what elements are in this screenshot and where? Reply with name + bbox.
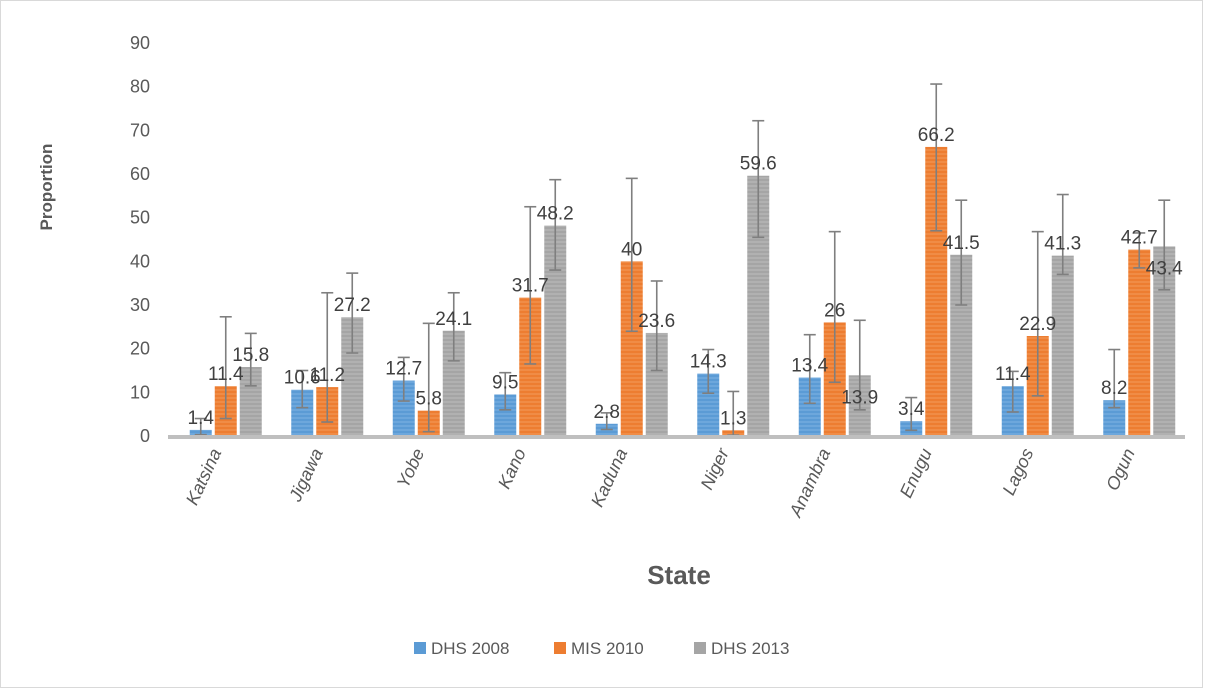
y-axis-ticks: 0 10 20 30 40 50 60 70 80 90 bbox=[130, 33, 150, 446]
x-tick-label: Anambra bbox=[785, 445, 834, 521]
bar-dhs-2013 bbox=[950, 254, 973, 436]
bar-dhs-2008 bbox=[494, 394, 517, 436]
data-label: 15.8 bbox=[232, 345, 269, 366]
bar-dhs-2008 bbox=[697, 373, 720, 436]
x-axis-ticks: Katsina Jigawa Yobe Kano Kaduna Niger Anambra E… bbox=[182, 444, 1139, 520]
data-label: 48.2 bbox=[537, 204, 574, 225]
data-label: 13.9 bbox=[841, 387, 878, 408]
y-tick-label: 30 bbox=[130, 295, 150, 315]
x-tick-label: Yobe bbox=[393, 445, 428, 491]
bar-dhs-2008 bbox=[392, 380, 415, 436]
y-axis-title: Proportion bbox=[37, 144, 56, 231]
y-tick-label: 10 bbox=[130, 382, 150, 402]
x-tick-label: Enugu bbox=[896, 445, 936, 501]
data-label: 11.4 bbox=[995, 364, 1031, 385]
bar-dhs-2008 bbox=[291, 389, 314, 436]
x-tick-label: Ogun bbox=[1102, 445, 1139, 493]
legend-swatch bbox=[554, 642, 566, 654]
bar-dhs-2013 bbox=[341, 317, 364, 436]
data-label: 22.9 bbox=[1019, 314, 1056, 335]
legend-swatch bbox=[694, 642, 706, 654]
data-label: 14.3 bbox=[690, 352, 727, 373]
data-label: 42.7 bbox=[1121, 228, 1158, 249]
data-label: 9.5 bbox=[492, 373, 518, 394]
y-tick-label: 80 bbox=[130, 77, 150, 97]
legend: DHS 2008 MIS 2010 DHS 2013 bbox=[414, 639, 789, 658]
x-tick-label: Jigawa bbox=[285, 445, 327, 505]
bars-layer bbox=[189, 146, 1176, 436]
data-label: 5.8 bbox=[416, 389, 442, 410]
data-label: 8.2 bbox=[1101, 378, 1127, 399]
bar-dhs-2013 bbox=[239, 367, 262, 436]
bar-dhs-2013 bbox=[747, 175, 770, 436]
x-axis-title: State bbox=[647, 560, 711, 590]
data-label: 40 bbox=[621, 239, 642, 260]
legend-label: DHS 2013 bbox=[711, 639, 789, 658]
y-tick-label: 50 bbox=[130, 208, 150, 228]
bar-dhs-2013 bbox=[1051, 255, 1074, 436]
y-tick-label: 0 bbox=[140, 426, 150, 446]
y-tick-label: 40 bbox=[130, 251, 150, 271]
bar-dhs-2008 bbox=[798, 377, 821, 436]
data-label: 59.6 bbox=[740, 154, 777, 175]
data-label: 3.4 bbox=[898, 399, 925, 420]
data-label: 41.3 bbox=[1044, 234, 1081, 255]
bar-mis-2010 bbox=[1128, 249, 1151, 436]
data-label: 43.4 bbox=[1146, 258, 1183, 279]
data-label: 23.6 bbox=[638, 311, 675, 332]
legend-swatch bbox=[414, 642, 426, 654]
legend-label: DHS 2008 bbox=[431, 639, 509, 658]
y-tick-label: 20 bbox=[130, 339, 150, 359]
bar-dhs-2013 bbox=[544, 225, 567, 436]
x-tick-label: Kano bbox=[494, 445, 530, 492]
data-label: 41.5 bbox=[943, 233, 980, 254]
y-tick-label: 90 bbox=[130, 33, 150, 53]
data-label: 27.2 bbox=[334, 295, 371, 316]
legend-label: MIS 2010 bbox=[571, 639, 644, 658]
data-label: 66.2 bbox=[918, 125, 955, 146]
bar-mis-2010 bbox=[519, 297, 542, 436]
data-label: 26 bbox=[824, 300, 845, 321]
bar-dhs-2008 bbox=[1103, 400, 1126, 436]
data-label: 11.4 bbox=[208, 364, 244, 385]
data-label: 12.7 bbox=[385, 359, 422, 380]
data-label: 10.6 bbox=[284, 368, 321, 389]
bar-mis-2010 bbox=[620, 261, 643, 436]
bar-dhs-2013 bbox=[1153, 246, 1176, 436]
data-label: 2.8 bbox=[594, 402, 620, 423]
bar-dhs-2013 bbox=[645, 332, 668, 436]
data-label: 1.4 bbox=[188, 408, 215, 429]
x-tick-label: Niger bbox=[697, 444, 734, 492]
data-label: 13.4 bbox=[791, 355, 828, 376]
data-label: 24.1 bbox=[435, 309, 472, 330]
error-bars-layer bbox=[194, 83, 1171, 436]
data-label: 31.7 bbox=[512, 276, 549, 297]
x-tick-label: Katsina bbox=[182, 445, 226, 508]
y-tick-label: 60 bbox=[130, 164, 150, 184]
data-label: 11.2 bbox=[309, 365, 345, 386]
data-labels-layer: 1.411.415.810.611.227.212.75.824.19.531.… bbox=[188, 125, 1184, 429]
bar-dhs-2013 bbox=[442, 330, 465, 436]
data-label: 1.3 bbox=[720, 408, 746, 429]
x-tick-label: Kaduna bbox=[587, 445, 631, 510]
bar-mis-2010 bbox=[925, 146, 948, 436]
x-tick-label: Lagos bbox=[999, 445, 1038, 498]
y-tick-label: 70 bbox=[130, 120, 150, 140]
